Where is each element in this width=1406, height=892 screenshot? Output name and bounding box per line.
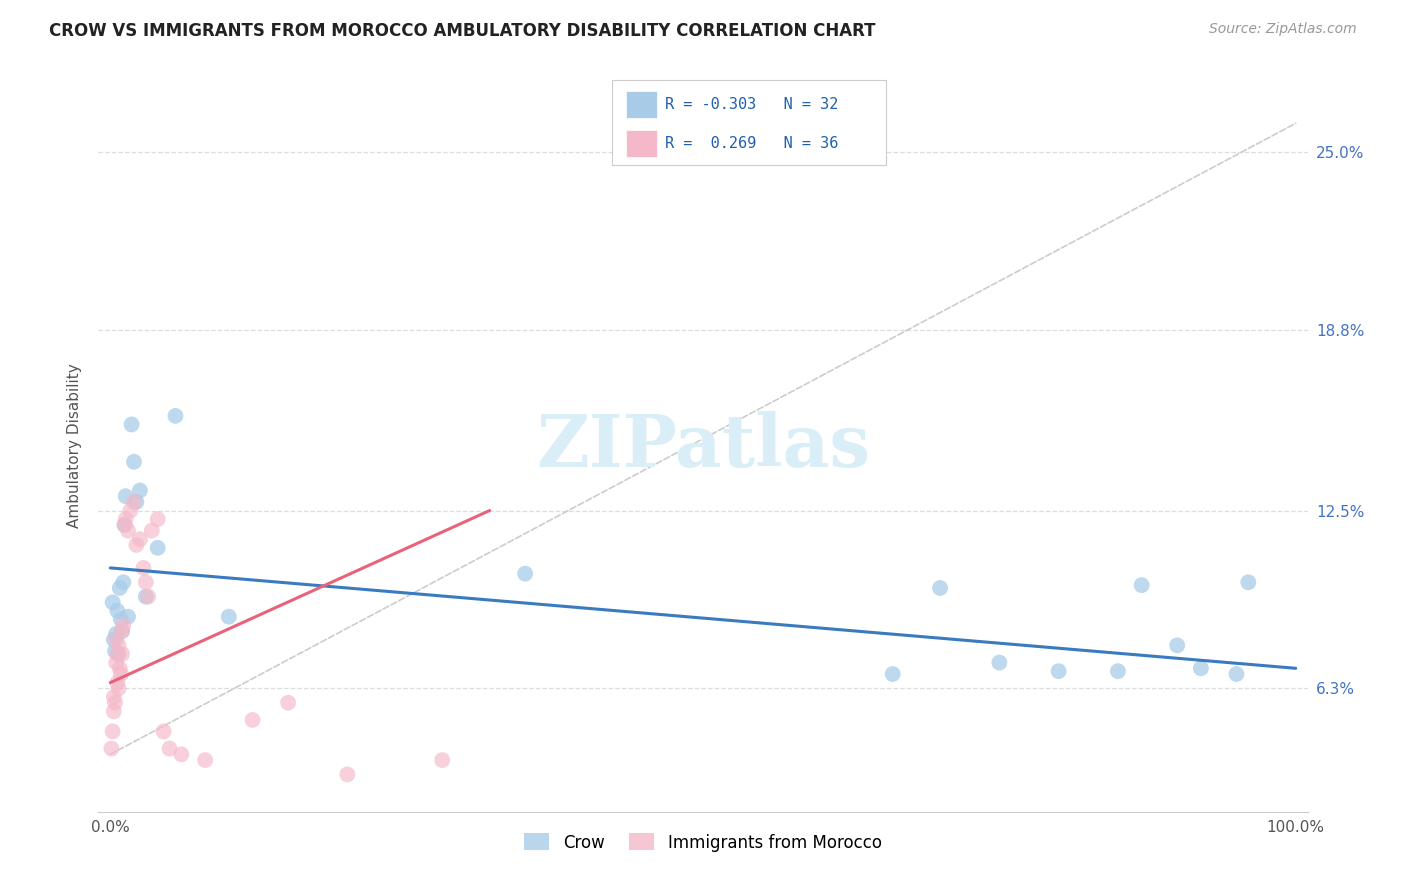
Point bbox=[146, 512, 169, 526]
Text: R =  0.269   N = 36: R = 0.269 N = 36 bbox=[665, 136, 838, 152]
Point bbox=[125, 538, 148, 552]
Point bbox=[135, 575, 157, 590]
Point bbox=[104, 644, 127, 658]
Point bbox=[108, 661, 131, 675]
Point bbox=[114, 489, 136, 503]
Point bbox=[110, 613, 132, 627]
Text: R = -0.303   N = 32: R = -0.303 N = 32 bbox=[665, 97, 838, 112]
Point bbox=[1225, 667, 1247, 681]
Point bbox=[1166, 638, 1188, 652]
Point bbox=[165, 409, 187, 423]
Point bbox=[125, 495, 148, 509]
Point bbox=[336, 767, 359, 781]
Point bbox=[242, 713, 264, 727]
Point bbox=[104, 696, 127, 710]
Point bbox=[882, 667, 904, 681]
Point bbox=[105, 675, 128, 690]
Point bbox=[120, 503, 142, 517]
Point bbox=[218, 609, 240, 624]
Point bbox=[111, 624, 134, 638]
Point bbox=[103, 704, 125, 718]
Point bbox=[121, 417, 143, 432]
Point bbox=[117, 524, 139, 538]
Point bbox=[100, 741, 122, 756]
Point bbox=[988, 656, 1011, 670]
Point bbox=[277, 696, 299, 710]
Text: Source: ZipAtlas.com: Source: ZipAtlas.com bbox=[1209, 22, 1357, 37]
Point bbox=[114, 512, 136, 526]
Text: ZIPatlas: ZIPatlas bbox=[536, 410, 870, 482]
Point bbox=[105, 656, 128, 670]
Point bbox=[152, 724, 174, 739]
Y-axis label: Ambulatory Disability: Ambulatory Disability bbox=[67, 364, 83, 528]
Point bbox=[515, 566, 537, 581]
Point bbox=[146, 541, 169, 555]
Point bbox=[194, 753, 217, 767]
Point bbox=[105, 632, 128, 647]
Point bbox=[105, 604, 128, 618]
Point bbox=[111, 647, 134, 661]
Point bbox=[114, 517, 136, 532]
Point bbox=[112, 575, 135, 590]
Point bbox=[108, 581, 131, 595]
Point bbox=[136, 590, 159, 604]
Point bbox=[122, 455, 145, 469]
Point bbox=[129, 533, 152, 547]
Point bbox=[107, 638, 129, 652]
Legend: Crow, Immigrants from Morocco: Crow, Immigrants from Morocco bbox=[517, 827, 889, 858]
Point bbox=[105, 647, 128, 661]
Point bbox=[132, 561, 155, 575]
Point bbox=[105, 627, 128, 641]
Point bbox=[111, 624, 134, 638]
Point bbox=[1189, 661, 1212, 675]
Point bbox=[103, 632, 125, 647]
Point bbox=[110, 667, 132, 681]
Point bbox=[107, 647, 129, 661]
Point bbox=[1107, 664, 1129, 678]
Point bbox=[112, 618, 135, 632]
Point bbox=[170, 747, 193, 762]
Point bbox=[1130, 578, 1153, 592]
Point bbox=[129, 483, 152, 498]
Point bbox=[135, 590, 157, 604]
Point bbox=[141, 524, 163, 538]
Point bbox=[101, 595, 124, 609]
Point bbox=[159, 741, 181, 756]
Point bbox=[103, 690, 125, 704]
Point bbox=[432, 753, 454, 767]
Point bbox=[1237, 575, 1260, 590]
Point bbox=[107, 681, 129, 696]
Text: CROW VS IMMIGRANTS FROM MOROCCO AMBULATORY DISABILITY CORRELATION CHART: CROW VS IMMIGRANTS FROM MOROCCO AMBULATO… bbox=[49, 22, 876, 40]
Point bbox=[1047, 664, 1070, 678]
Point bbox=[114, 517, 136, 532]
Point bbox=[117, 609, 139, 624]
Point bbox=[929, 581, 952, 595]
Point bbox=[101, 724, 124, 739]
Point bbox=[122, 495, 145, 509]
